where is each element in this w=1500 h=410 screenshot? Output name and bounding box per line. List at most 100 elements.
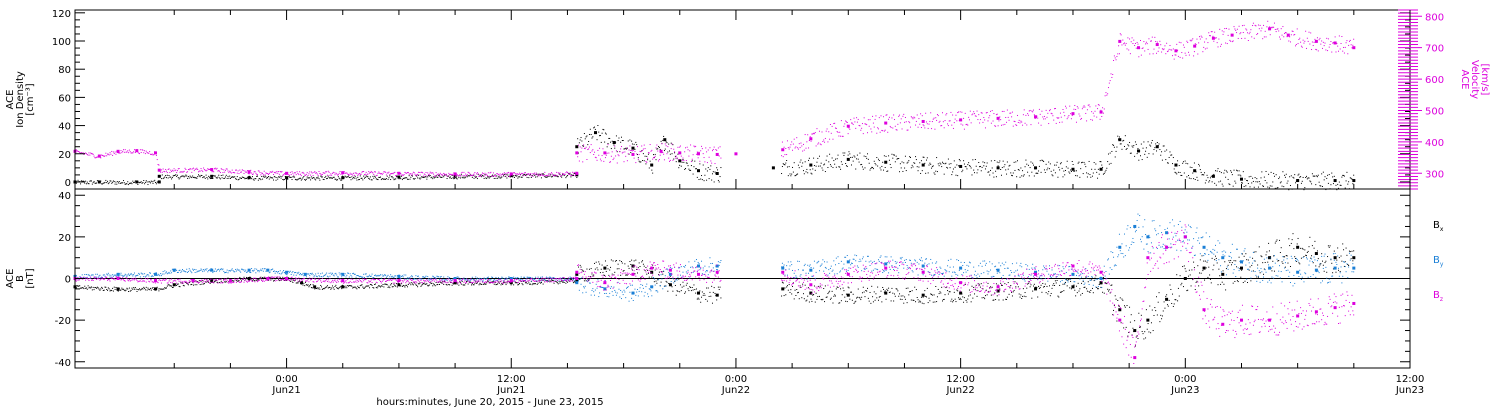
trace-sample xyxy=(321,272,323,274)
trace-sample xyxy=(977,119,979,121)
trace-sample xyxy=(557,176,559,178)
trace-sample xyxy=(579,264,581,266)
trace-sample xyxy=(924,127,926,129)
trace-sample xyxy=(1145,43,1147,45)
trace-sample xyxy=(261,176,263,178)
trace-sample xyxy=(1314,240,1316,242)
trace-sample xyxy=(918,301,920,303)
trace-sample xyxy=(964,283,966,285)
trace-sample xyxy=(226,177,228,179)
trace-sample xyxy=(229,175,231,177)
trace-sample xyxy=(714,163,716,165)
trace-sample xyxy=(149,153,151,155)
trace-sample xyxy=(302,171,304,173)
trace-sample xyxy=(1315,184,1317,186)
trace-sample xyxy=(1000,174,1002,176)
trace-sample xyxy=(1259,183,1261,185)
trace-sample xyxy=(401,275,403,277)
trace-sample xyxy=(396,277,398,279)
trace-sample xyxy=(870,167,872,169)
trace-sample xyxy=(1069,105,1071,107)
trace-sample xyxy=(134,286,136,288)
trace-sample xyxy=(1228,260,1230,262)
trace-sample xyxy=(669,150,671,152)
data-point xyxy=(1352,256,1356,260)
trace-sample xyxy=(132,288,134,290)
trace-sample xyxy=(974,293,976,295)
trace-sample xyxy=(1148,153,1150,155)
trace-sample xyxy=(260,179,262,181)
trace-sample xyxy=(476,282,478,284)
trace-sample xyxy=(909,122,911,124)
trace-sample xyxy=(668,282,670,284)
trace-sample xyxy=(845,300,847,302)
trace-sample xyxy=(676,158,678,160)
trace-sample xyxy=(113,286,115,288)
trace-sample xyxy=(848,287,850,289)
trace-sample xyxy=(370,284,372,286)
trace-sample xyxy=(154,151,156,153)
trace-sample xyxy=(1054,164,1056,166)
trace-sample xyxy=(1311,41,1313,43)
trace-sample xyxy=(484,172,486,174)
trace-sample xyxy=(681,159,683,161)
trace-sample xyxy=(936,114,938,116)
trace-sample xyxy=(200,268,202,270)
trace-sample xyxy=(542,174,544,176)
trace-sample xyxy=(712,291,714,293)
trace-sample xyxy=(84,285,86,287)
trace-sample xyxy=(169,285,171,287)
trace-sample xyxy=(822,140,824,142)
trace-sample xyxy=(345,176,347,178)
trace-sample xyxy=(959,111,961,113)
trace-sample xyxy=(449,173,451,175)
trace-sample xyxy=(369,178,371,180)
trace-sample xyxy=(133,288,135,290)
trace-sample xyxy=(110,180,112,182)
trace-sample xyxy=(1279,239,1281,241)
trace-sample xyxy=(286,274,288,276)
trace-sample xyxy=(97,287,99,289)
trace-sample xyxy=(1278,30,1280,32)
trace-sample xyxy=(1115,59,1117,61)
trace-sample xyxy=(647,269,649,271)
trace-sample xyxy=(403,174,405,176)
trace-sample xyxy=(571,175,573,177)
trace-sample xyxy=(650,164,652,166)
trace-sample xyxy=(907,161,909,163)
trace-sample xyxy=(975,165,977,167)
trace-sample xyxy=(581,269,583,271)
trace-sample xyxy=(1177,287,1179,289)
trace-sample xyxy=(1051,113,1053,115)
trace-sample xyxy=(666,142,668,144)
trace-sample xyxy=(186,282,188,284)
trace-sample xyxy=(492,174,494,176)
trace-sample xyxy=(280,171,282,173)
trace-sample xyxy=(1113,146,1115,148)
trace-sample xyxy=(1220,172,1222,174)
trace-sample xyxy=(628,267,630,269)
trace-sample xyxy=(1287,35,1289,37)
trace-sample xyxy=(1114,156,1116,158)
trace-sample xyxy=(989,115,991,117)
trace-sample xyxy=(1220,43,1222,45)
trace-sample xyxy=(904,121,906,123)
trace-sample xyxy=(861,292,863,294)
trace-sample xyxy=(1286,36,1288,38)
data-point xyxy=(1183,277,1187,280)
trace-sample xyxy=(621,262,623,264)
trace-sample xyxy=(651,169,653,171)
trace-sample xyxy=(1322,171,1324,173)
trace-sample xyxy=(481,172,483,174)
trace-sample xyxy=(263,170,265,172)
data-point xyxy=(1165,297,1169,301)
trace-sample xyxy=(1255,251,1257,253)
trace-sample xyxy=(1028,110,1030,112)
trace-sample xyxy=(157,181,159,183)
trace-sample xyxy=(387,286,389,288)
trace-sample xyxy=(689,150,691,152)
trace-sample xyxy=(495,175,497,177)
trace-sample xyxy=(91,289,93,291)
trace-sample xyxy=(1208,266,1210,268)
trace-sample xyxy=(1300,182,1302,184)
